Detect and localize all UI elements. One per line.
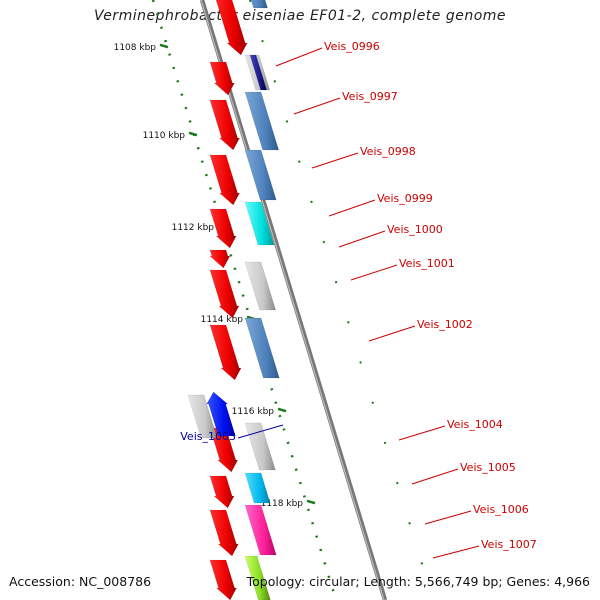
gene-leader-line xyxy=(311,152,359,169)
genome-summary-text: Topology: circular; Length: 5,566,749 bp… xyxy=(246,574,590,589)
gene-arrow-red[interactable] xyxy=(209,324,242,381)
tick-mark xyxy=(277,407,287,413)
gene-block-steel[interactable] xyxy=(245,0,268,9)
gene-label[interactable]: Veis_1006 xyxy=(473,503,529,516)
gene-leader-line xyxy=(432,545,480,559)
gene-block-steel[interactable] xyxy=(244,149,277,201)
tick-label: 1114 kbp xyxy=(201,315,244,325)
gene-block-navy[interactable] xyxy=(249,54,268,91)
gene-block-lime[interactable] xyxy=(244,555,271,600)
gene-label[interactable]: Veis_0997 xyxy=(342,90,398,103)
gene-arrow-blue[interactable] xyxy=(206,391,236,437)
gene-arrow-red[interactable] xyxy=(209,208,237,249)
tick-label: 1110 kbp xyxy=(143,131,186,141)
gene-leader-line xyxy=(275,47,323,67)
gene-arrow-red[interactable] xyxy=(209,61,235,96)
genome-backbone xyxy=(199,0,388,600)
gene-leader-line xyxy=(328,199,376,217)
gene-label[interactable]: Veis_1007 xyxy=(481,538,537,551)
gene-block-gray[interactable] xyxy=(244,261,276,311)
gene-arrow-red[interactable] xyxy=(209,559,237,600)
gene-label[interactable]: Veis_1001 xyxy=(399,257,455,270)
map-title: Verminephrobacter eiseniae EF01-2, compl… xyxy=(93,8,507,24)
tick-mark xyxy=(306,499,316,505)
gene-arrow-red[interactable] xyxy=(209,154,241,206)
gene-leader-line xyxy=(398,425,446,441)
gene-block-gray[interactable] xyxy=(187,394,218,439)
gene-block-pink[interactable] xyxy=(244,504,277,556)
gene-leader-line xyxy=(237,424,284,439)
tick-label: 1116 kbp xyxy=(232,407,275,417)
gene-arrow-red[interactable] xyxy=(209,475,235,509)
tick-mark xyxy=(188,131,198,137)
gene-block-steel[interactable] xyxy=(244,317,280,379)
gene-label[interactable]: Veis_1004 xyxy=(447,418,503,431)
gene-block-gray[interactable] xyxy=(244,422,276,471)
tick-label: 1118 kbp xyxy=(261,499,304,509)
tick-label: 1112 kbp xyxy=(172,223,215,233)
gene-block-cyan[interactable] xyxy=(244,201,275,246)
gene-arrow-red[interactable] xyxy=(209,99,241,151)
gene-leader-line xyxy=(424,510,472,525)
tick-mark xyxy=(159,43,169,49)
gene-label[interactable]: Veis_0998 xyxy=(360,145,416,158)
gene-leader-line xyxy=(293,97,341,115)
gene-leader-line xyxy=(411,468,459,485)
gene-label[interactable]: Veis_1003 xyxy=(180,430,236,443)
gene-block-steel[interactable] xyxy=(244,91,280,151)
tick-label: 1108 kbp xyxy=(114,43,157,53)
gene-label[interactable]: Veis_1002 xyxy=(417,318,473,331)
gene-label[interactable]: Veis_0996 xyxy=(324,40,380,53)
gene-block-sky[interactable] xyxy=(244,472,271,504)
gene-leader-line xyxy=(350,264,398,281)
gene-arrow-red[interactable] xyxy=(209,269,240,319)
gene-leader-line xyxy=(368,325,416,342)
accession-text: Accession: NC_008786 xyxy=(9,574,152,589)
genome-backbone-highlight xyxy=(200,0,385,600)
tick-dotted-line xyxy=(151,0,338,600)
gene-label[interactable]: Veis_1000 xyxy=(387,223,443,236)
gene-leader-line xyxy=(338,230,386,248)
gene-arrow-red[interactable] xyxy=(210,0,248,56)
gene-label[interactable]: Veis_0999 xyxy=(377,192,433,205)
gene-arrow-red[interactable] xyxy=(209,509,239,557)
gene-label[interactable]: Veis_1005 xyxy=(460,461,516,474)
gene-arrow-red[interactable] xyxy=(209,249,231,269)
